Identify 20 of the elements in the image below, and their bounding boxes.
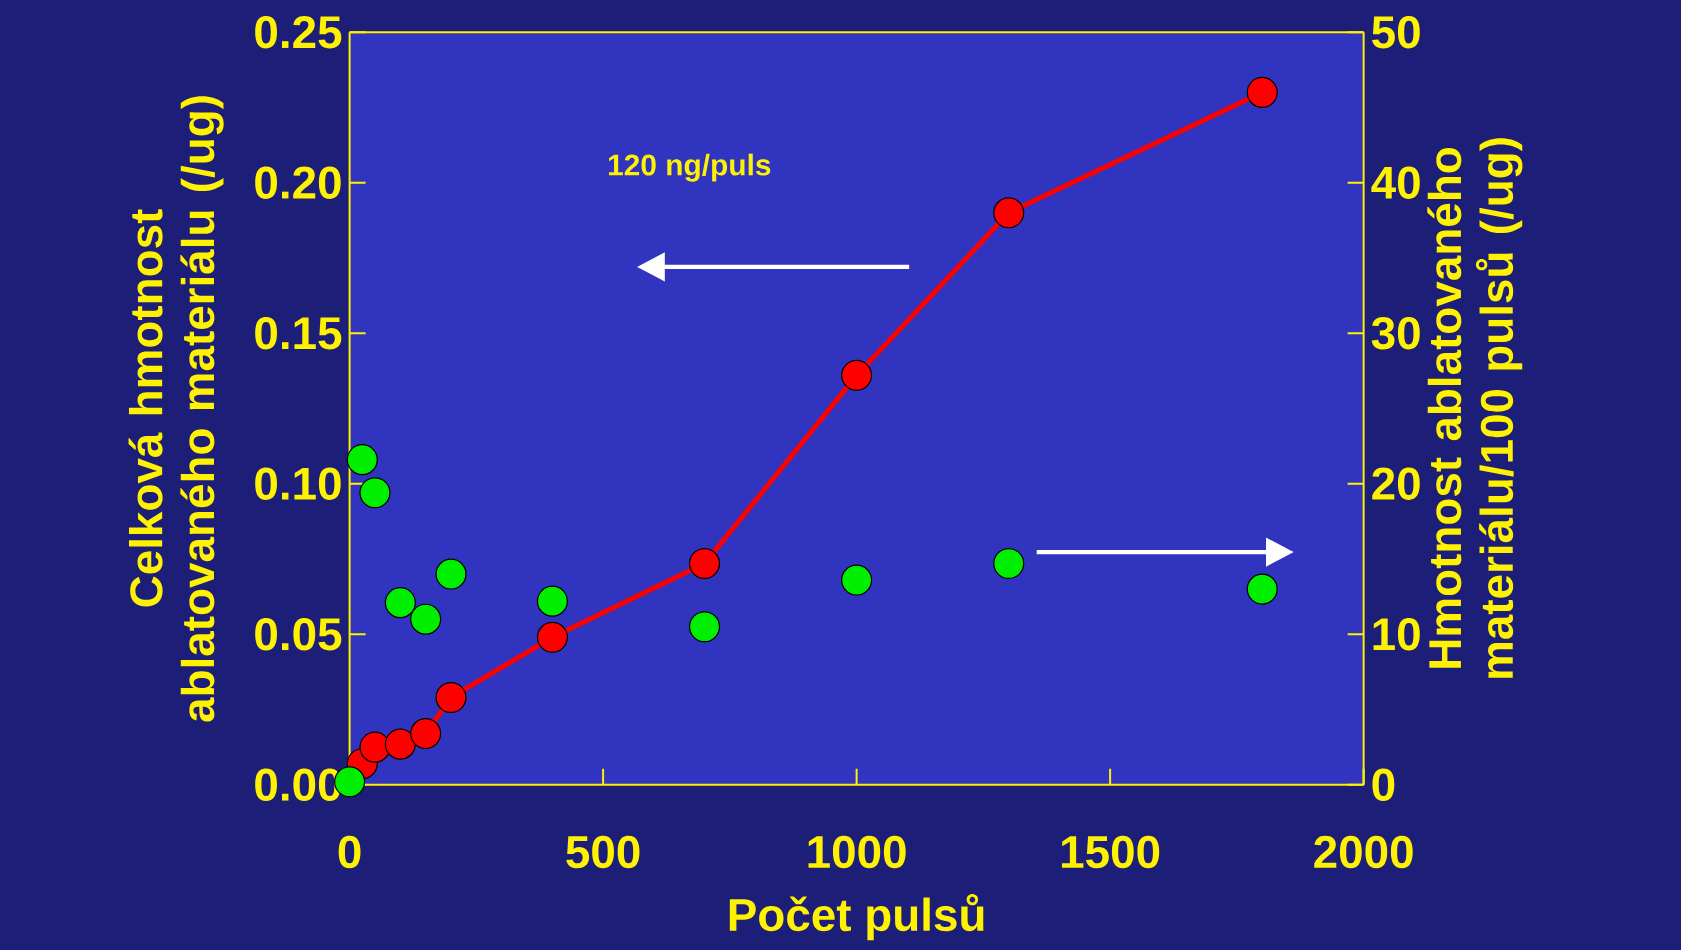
x-tick-label: 1500 [1062,835,1160,869]
annotation: 120 ng/puls [608,153,771,182]
y2-tick-label: 0 [1372,768,1395,801]
y2-axis-title: Hmotnost ablatovaného materiálu/100 pulsů (/ug) [1427,138,1523,678]
x-tick-label: 2000 [1314,835,1413,869]
x-tick-label: 0 [338,835,361,869]
y-tick-label: 0.10 [255,467,341,500]
x-axis-title: Počet pulsů [729,893,984,941]
y2-tick-label: 10 [1373,618,1420,651]
y-tick-label: 0.15 [255,317,342,350]
y2-tick-label: 20 [1372,467,1420,500]
y-axis-title: Celková hmotnost ablatovaného materiálu (/ug) [128,96,224,722]
y2-tick-label: 30 [1371,316,1420,350]
x-tick-label: 1000 [808,835,906,869]
y2-tick-label: 40 [1371,166,1420,199]
y2-tick-label: 50 [1372,15,1420,49]
y-tick-label: 0.20 [255,166,341,199]
y-tick-label: 0.05 [255,618,342,651]
x-tick-label: 500 [566,835,640,869]
y-tick-label: 0.25 [255,15,342,49]
